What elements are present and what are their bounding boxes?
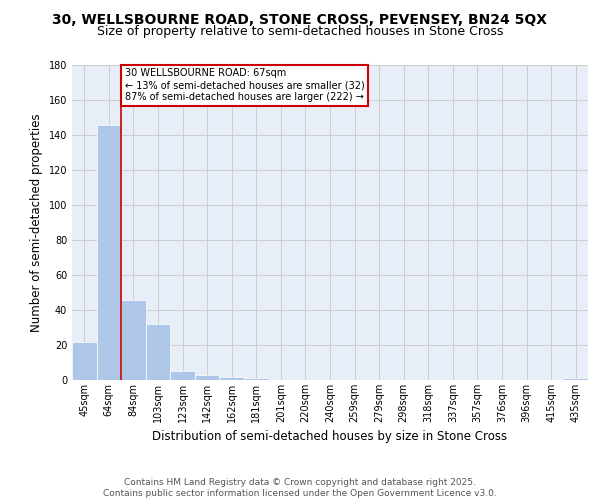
Text: Contains HM Land Registry data © Crown copyright and database right 2025.
Contai: Contains HM Land Registry data © Crown c… [103,478,497,498]
Bar [146,324,170,380]
Bar [121,300,146,380]
Y-axis label: Number of semi-detached properties: Number of semi-detached properties [30,113,43,332]
Bar [220,376,244,380]
Bar [170,371,195,380]
Bar [563,378,588,380]
Bar [195,375,220,380]
Bar [72,342,97,380]
Bar [97,124,121,380]
Text: 30 WELLSBOURNE ROAD: 67sqm
← 13% of semi-detached houses are smaller (32)
87% of: 30 WELLSBOURNE ROAD: 67sqm ← 13% of semi… [125,68,365,102]
X-axis label: Distribution of semi-detached houses by size in Stone Cross: Distribution of semi-detached houses by … [152,430,508,444]
Bar [244,378,269,380]
Text: Size of property relative to semi-detached houses in Stone Cross: Size of property relative to semi-detach… [97,25,503,38]
Text: 30, WELLSBOURNE ROAD, STONE CROSS, PEVENSEY, BN24 5QX: 30, WELLSBOURNE ROAD, STONE CROSS, PEVEN… [53,12,548,26]
